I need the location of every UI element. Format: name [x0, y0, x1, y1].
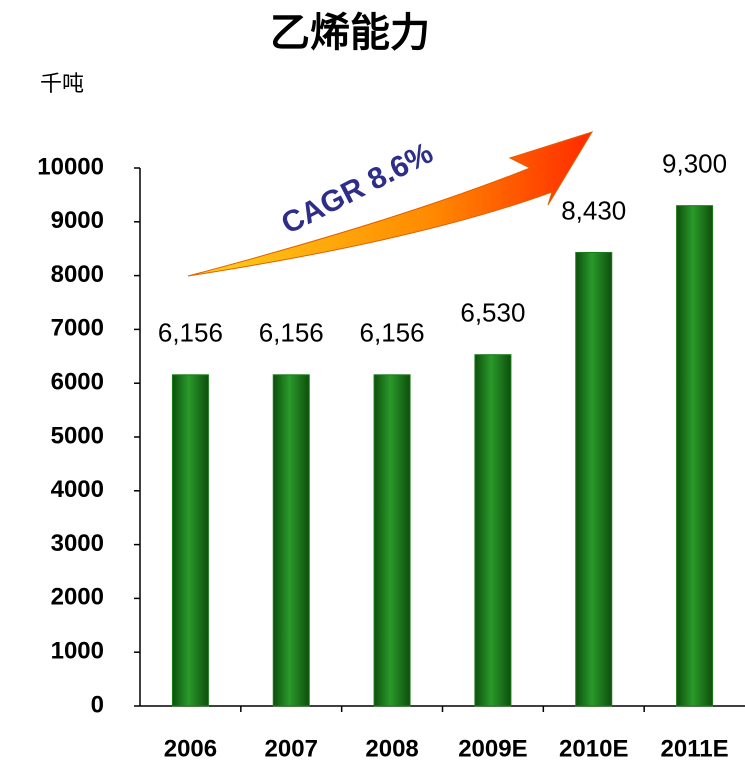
bar	[171, 374, 209, 707]
bar	[373, 374, 411, 707]
value-label: 6,156	[158, 318, 223, 348]
cagr-arrow	[187, 131, 594, 277]
y-tick-label: 1000	[51, 638, 104, 665]
value-label: 6,156	[360, 318, 425, 348]
y-tick-label: 6000	[51, 369, 104, 396]
y-axis-label: 千吨	[40, 72, 84, 97]
value-label: 6,530	[460, 298, 525, 328]
chart-title: 乙烯能力	[270, 10, 430, 56]
value-label: 9,300	[662, 149, 727, 179]
bar	[575, 251, 613, 707]
x-tick-label: 2007	[265, 735, 318, 762]
x-tick-label: 2009E	[458, 735, 527, 762]
y-tick-label: 4000	[51, 476, 104, 503]
x-tick-label: 2011E	[661, 735, 729, 762]
value-label: 8,430	[561, 195, 626, 225]
y-tick-label: 0	[91, 691, 104, 718]
y-tick-label: 10000	[37, 153, 104, 180]
y-tick-label: 8000	[51, 261, 104, 288]
bar	[272, 374, 310, 707]
y-tick-label: 2000	[51, 584, 104, 611]
y-tick-label: 5000	[51, 422, 104, 449]
value-label: 6,156	[259, 318, 324, 348]
x-tick-label: 2010E	[559, 735, 628, 762]
x-tick-label: 2006	[164, 735, 217, 762]
y-tick-label: 9000	[51, 207, 104, 234]
bar	[474, 354, 512, 707]
x-tick-label: 2008	[365, 735, 418, 762]
y-tick-label: 7000	[51, 315, 104, 342]
bar	[676, 205, 714, 707]
y-tick-label: 3000	[51, 530, 104, 557]
